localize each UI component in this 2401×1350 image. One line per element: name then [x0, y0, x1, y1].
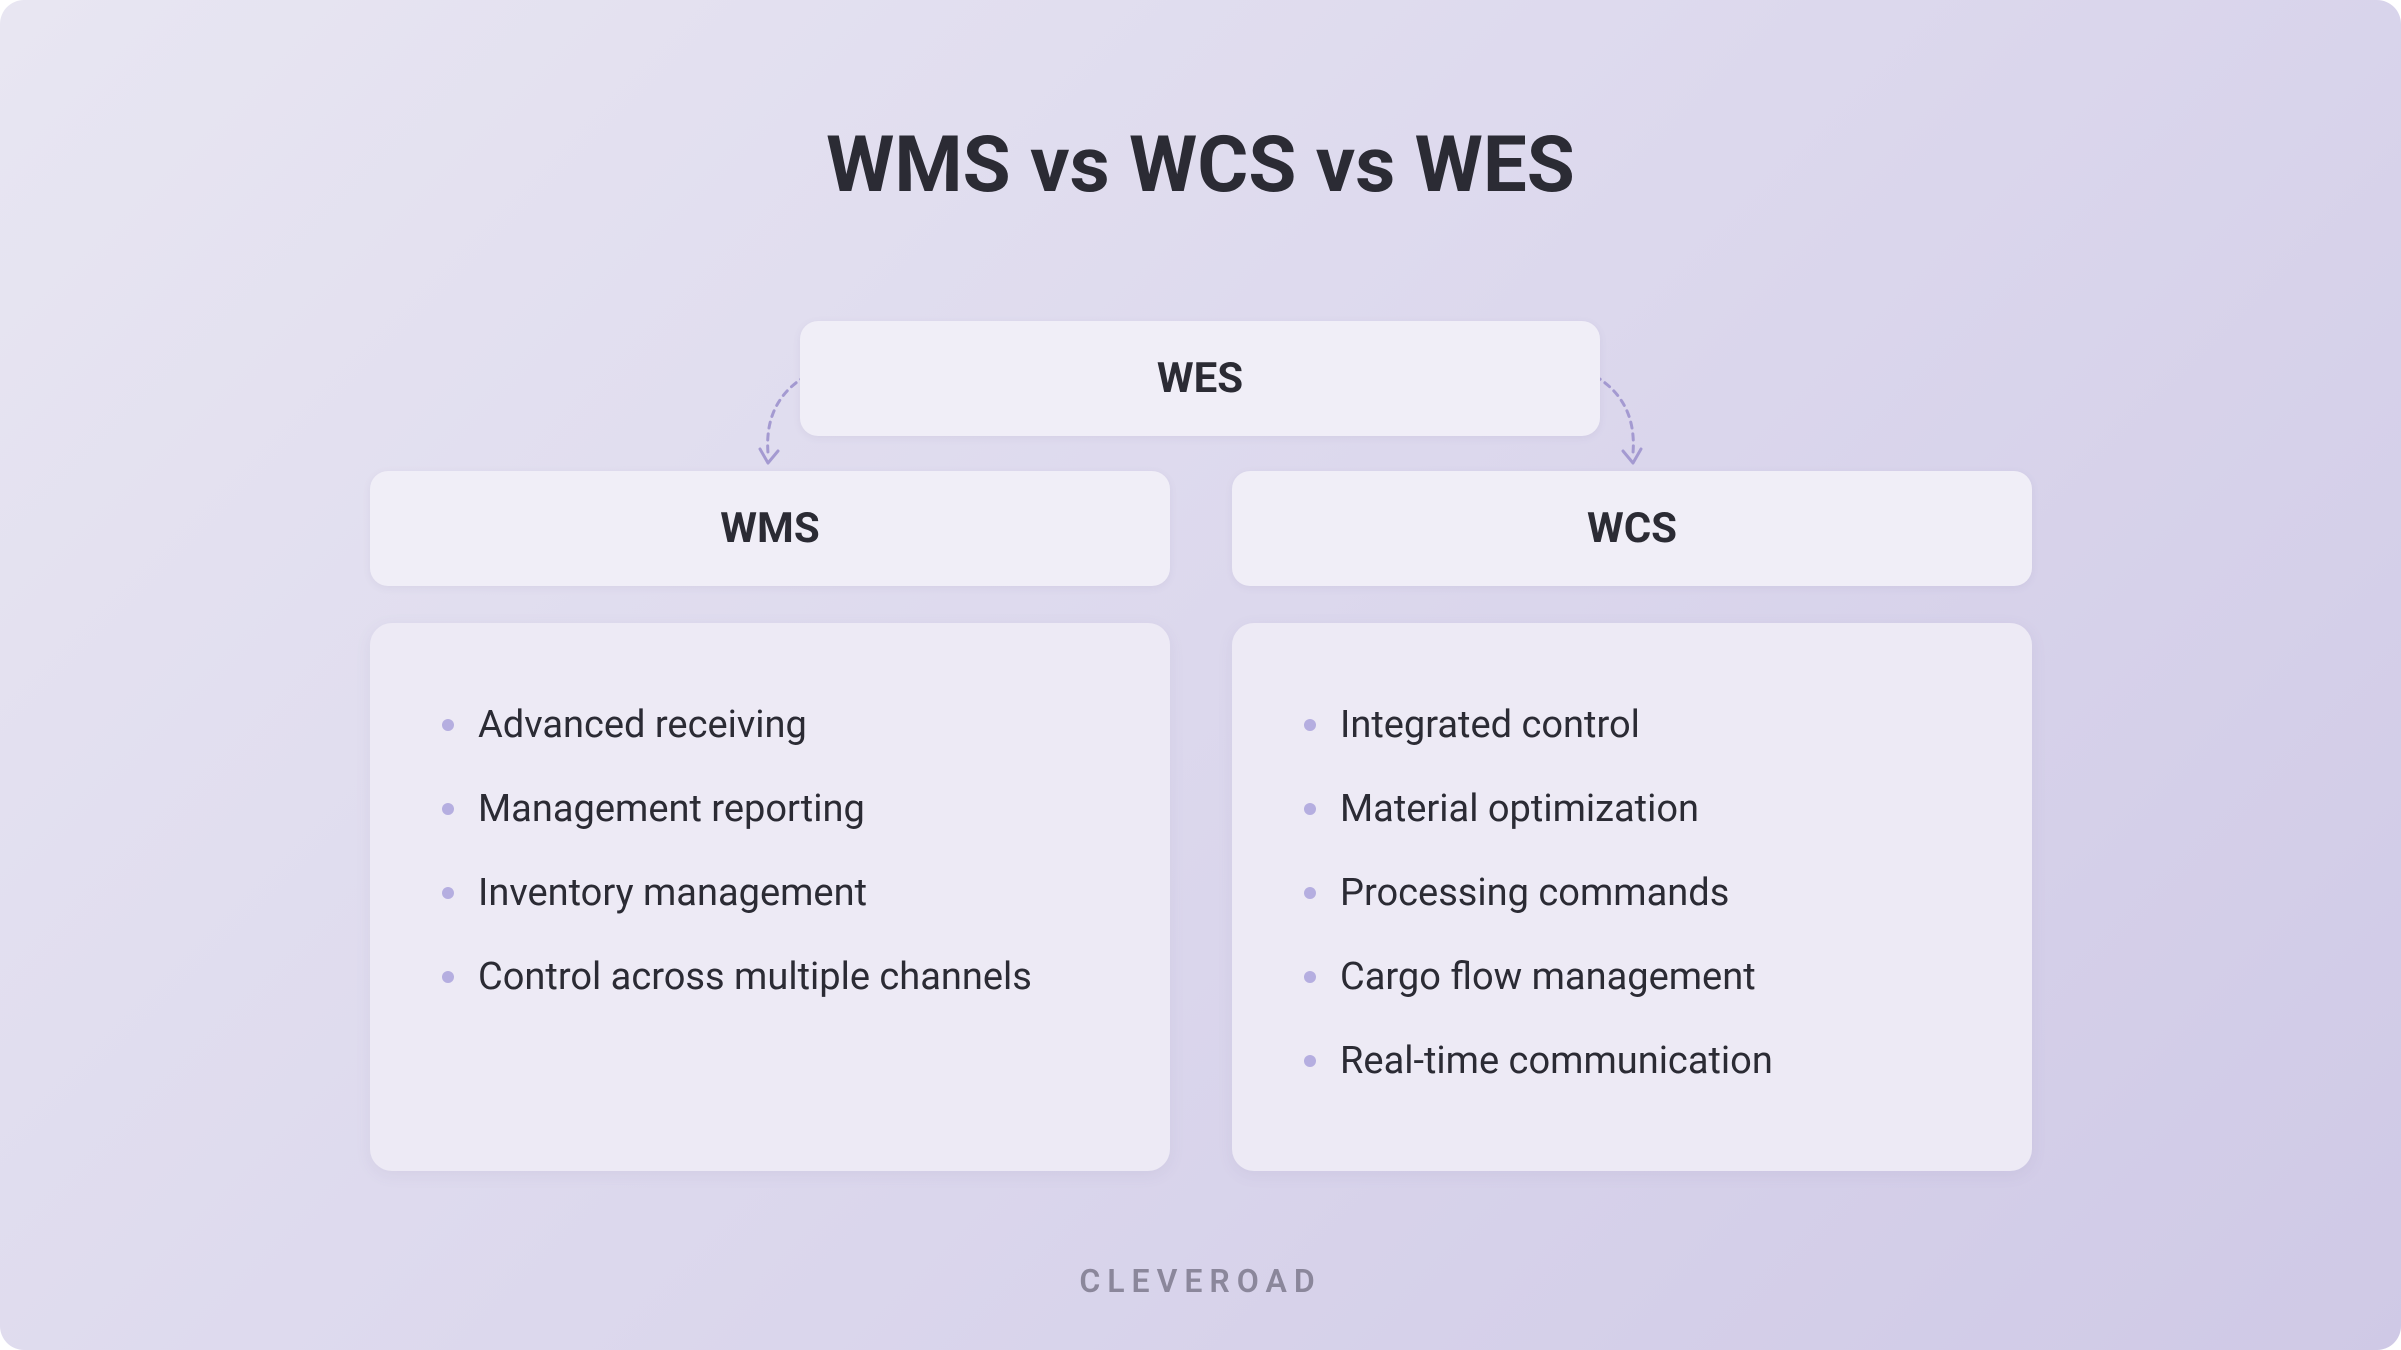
- feature-text: Real-time communication: [1340, 1039, 1773, 1083]
- node-wms: WMS: [370, 471, 1170, 586]
- list-item: Processing commands: [1304, 871, 1972, 915]
- list-item: Integrated control: [1304, 703, 1972, 747]
- node-wcs: WCS: [1232, 471, 2032, 586]
- brand-label: CLEVEROAD: [0, 1262, 2401, 1300]
- feature-text: Control across multiple channels: [478, 955, 1032, 999]
- feature-text: Advanced receiving: [478, 703, 807, 747]
- node-wes: WES: [800, 321, 1600, 436]
- page-title: WMS vs WCS vs WES: [0, 120, 2401, 211]
- panel-wms-features: Advanced receiving Management reporting …: [370, 623, 1170, 1171]
- feature-text: Inventory management: [478, 871, 867, 915]
- wms-feature-list: Advanced receiving Management reporting …: [442, 703, 1110, 999]
- bullet-icon: [1304, 803, 1316, 815]
- node-wes-label: WES: [1157, 354, 1243, 403]
- node-wms-label: WMS: [720, 504, 819, 553]
- bullet-icon: [1304, 1055, 1316, 1067]
- bullet-icon: [442, 887, 454, 899]
- feature-text: Processing commands: [1340, 871, 1729, 915]
- list-item: Control across multiple channels: [442, 955, 1110, 999]
- bullet-icon: [442, 971, 454, 983]
- bullet-icon: [1304, 719, 1316, 731]
- bullet-icon: [1304, 971, 1316, 983]
- feature-text: Cargo flow management: [1340, 955, 1756, 999]
- list-item: Management reporting: [442, 787, 1110, 831]
- infographic-canvas: WMS vs WCS vs WES WES WMS WCS Advanced r…: [0, 0, 2401, 1350]
- list-item: Real-time communication: [1304, 1039, 1972, 1083]
- feature-text: Material optimization: [1340, 787, 1699, 831]
- feature-text: Integrated control: [1340, 703, 1640, 747]
- list-item: Cargo flow management: [1304, 955, 1972, 999]
- list-item: Advanced receiving: [442, 703, 1110, 747]
- list-item: Material optimization: [1304, 787, 1972, 831]
- node-wcs-label: WCS: [1587, 504, 1677, 553]
- diagram-area: WES WMS WCS Advanced receiving Managemen…: [0, 321, 2401, 1221]
- bullet-icon: [1304, 887, 1316, 899]
- feature-text: Management reporting: [478, 787, 865, 831]
- list-item: Inventory management: [442, 871, 1110, 915]
- bullet-icon: [442, 719, 454, 731]
- bullet-icon: [442, 803, 454, 815]
- panel-wcs-features: Integrated control Material optimization…: [1232, 623, 2032, 1171]
- wcs-feature-list: Integrated control Material optimization…: [1304, 703, 1972, 1083]
